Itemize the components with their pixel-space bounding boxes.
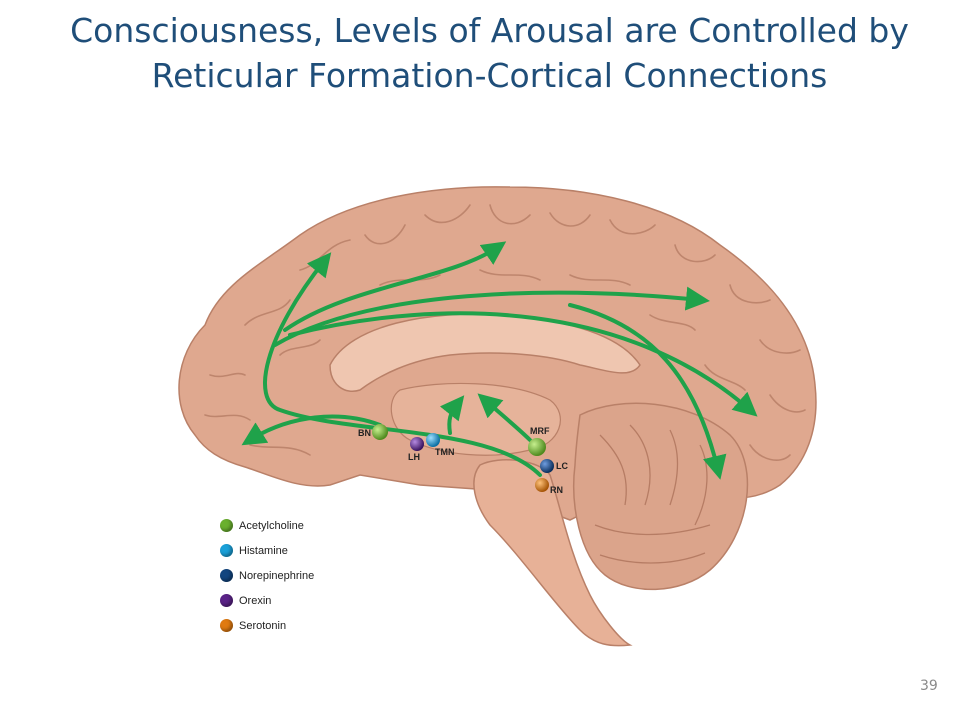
title-line-1: Consciousness, Levels of Arousal are Con…	[70, 11, 909, 50]
pathway-superior	[283, 241, 507, 332]
pathway-frontal	[263, 252, 542, 477]
pathway-occipital-lower	[568, 303, 727, 480]
bn-label: BN	[358, 428, 371, 438]
legend-item-acetylcholine: Acetylcholine	[220, 513, 314, 538]
bn-nucleus	[372, 424, 388, 440]
tmn-nucleus	[426, 433, 440, 447]
serotonin-dot-icon	[220, 619, 233, 632]
tmn-label: TMN	[435, 447, 455, 457]
legend-label: Orexin	[239, 594, 272, 607]
legend-item-serotonin: Serotonin	[220, 613, 314, 638]
norepinephrine-dot-icon	[220, 569, 233, 582]
page-number: 39	[920, 678, 938, 694]
rn-label: RN	[550, 485, 563, 495]
cerebellum	[573, 402, 749, 591]
brain-diagram: BN LH TMN MRF LC RN	[178, 186, 817, 647]
legend-label: Acetylcholine	[239, 519, 304, 532]
nuclei: BN LH TMN MRF LC RN	[358, 424, 568, 495]
legend-item-histamine: Histamine	[220, 538, 314, 563]
cerebellar-folia	[594, 424, 711, 564]
brainstem	[473, 459, 633, 647]
sulci	[204, 204, 806, 461]
slide-title: Consciousness, Levels of Arousal are Con…	[0, 8, 979, 98]
legend-item-norepinephrine: Norepinephrine	[220, 563, 314, 588]
histamine-dot-icon	[220, 544, 233, 557]
title-line-2: Reticular Formation-Cortical Connections	[151, 56, 828, 95]
pathway-occipital-upper	[288, 311, 758, 417]
legend-item-orexin: Orexin	[220, 588, 314, 613]
pathway-prefrontal	[241, 414, 382, 446]
lc-label: LC	[556, 461, 568, 471]
acetylcholine-dot-icon	[220, 519, 233, 532]
mrf-label: MRF	[530, 426, 550, 436]
pathways	[241, 241, 758, 480]
legend-label: Serotonin	[239, 619, 287, 632]
orexin-dot-icon	[220, 594, 233, 607]
mrf-nucleus	[528, 438, 546, 456]
legend: Acetylcholine Histamine Norepinephrine O…	[220, 513, 314, 638]
pathway-mrf	[477, 393, 532, 442]
rn-nucleus	[535, 478, 549, 492]
lh-nucleus	[410, 437, 424, 451]
legend-label: Histamine	[239, 544, 288, 557]
lc-nucleus	[540, 459, 554, 473]
pathway-parietal	[273, 286, 710, 347]
pathway-hypothalamic	[439, 395, 465, 435]
legend-label: Norepinephrine	[239, 569, 315, 582]
lh-label: LH	[408, 452, 420, 462]
